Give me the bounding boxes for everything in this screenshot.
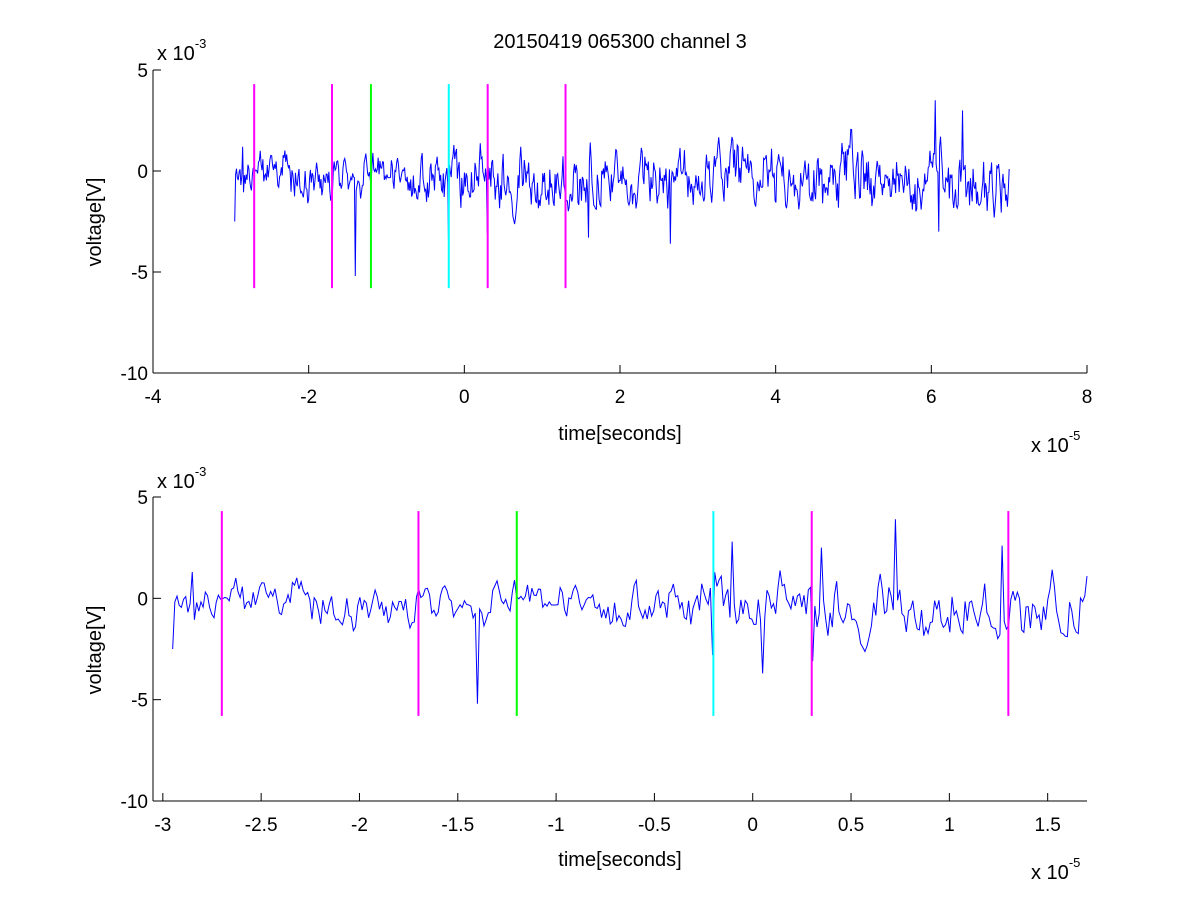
top-y-multiplier-base: x 10 [157, 43, 195, 65]
bottom-y-tick-label: 5 [137, 488, 148, 509]
top-x-multiplier: x 10-5 [1031, 428, 1080, 457]
bottom-x-multiplier: x 10-5 [1031, 855, 1080, 884]
bottom-y-multiplier-base: x 10 [157, 471, 195, 493]
bottom-y-tick-label: -10 [121, 792, 148, 813]
top-x-tick-label: -2 [300, 387, 317, 408]
bottom-x-tick-label: -2 [351, 815, 368, 836]
top-signal [234, 100, 1010, 277]
top-x-tick-label: -4 [145, 387, 162, 408]
bottom-x-tick-label: 1 [944, 815, 955, 836]
top-y-tick-label: 5 [137, 61, 148, 82]
bottom-signal [172, 519, 1088, 704]
top-x-ticks: -4 -2 0 2 4 6 8 [145, 365, 1093, 408]
bottom-y-tick-label: 0 [137, 589, 148, 610]
bottom-x-multiplier-exp: -5 [1069, 855, 1081, 870]
bottom-x-tick-label: 1.5 [1034, 815, 1060, 836]
bottom-plot: -3 -2.5 -2 -1.5 -1 -0.5 0 0.5 1 1.5 -10 -5 0 5 time[… [84, 464, 1088, 884]
top-x-multiplier-base: x 10 [1031, 435, 1069, 457]
top-signal-line [234, 100, 1010, 277]
bottom-x-tick-label: -2.5 [245, 815, 278, 836]
bottom-axes [152, 497, 1087, 802]
top-y-axis-label: voltage[V] [84, 178, 106, 267]
bottom-x-axis-label: time[seconds] [558, 849, 681, 871]
top-x-tick-label: 0 [459, 387, 470, 408]
bottom-y-multiplier-exp: -3 [195, 464, 207, 479]
bottom-x-tick-label: 0.5 [838, 815, 864, 836]
bottom-y-ticks: -10 -5 0 5 [121, 488, 161, 813]
bottom-y-multiplier: x 10-3 [157, 464, 206, 493]
top-x-multiplier-exp: -5 [1069, 428, 1081, 443]
top-x-tick-label: 4 [770, 387, 781, 408]
top-x-axis-label: time[seconds] [558, 423, 681, 445]
bottom-x-tick-label: -0.5 [638, 815, 671, 836]
bottom-markers [220, 511, 1010, 716]
top-y-tick-label: -5 [131, 263, 148, 284]
top-y-multiplier-exp: -3 [195, 36, 207, 51]
top-y-multiplier: x 10-3 [157, 36, 206, 65]
bottom-y-tick-label: -5 [131, 691, 148, 712]
bottom-signal-line [172, 519, 1088, 704]
top-x-tick-label: 8 [1082, 387, 1093, 408]
top-plot: 20150419 065300 channel 3 -4 -2 0 2 4 6 8 -10-… [84, 31, 1092, 457]
top-y-tick-label: -10 [121, 364, 148, 385]
top-markers [253, 84, 567, 289]
bottom-x-tick-label: -1 [548, 815, 565, 836]
top-x-tick-label: 6 [926, 387, 937, 408]
bottom-x-multiplier-base: x 10 [1031, 862, 1069, 884]
bottom-x-tick-label: 0 [747, 815, 758, 836]
bottom-x-tick-label: -1.5 [441, 815, 474, 836]
chart-title: 20150419 065300 channel 3 [493, 31, 747, 53]
top-y-tick-label: 0 [137, 162, 148, 183]
bottom-y-axis-label: voltage[V] [84, 606, 106, 695]
top-y-ticks: -10 -5 0 5 [121, 61, 161, 385]
bottom-x-ticks: -3 -2.5 -2 -1.5 -1 -0.5 0 0.5 1 1.5 [154, 793, 1061, 836]
top-x-tick-label: 2 [615, 387, 626, 408]
bottom-x-tick-label: -3 [154, 815, 171, 836]
